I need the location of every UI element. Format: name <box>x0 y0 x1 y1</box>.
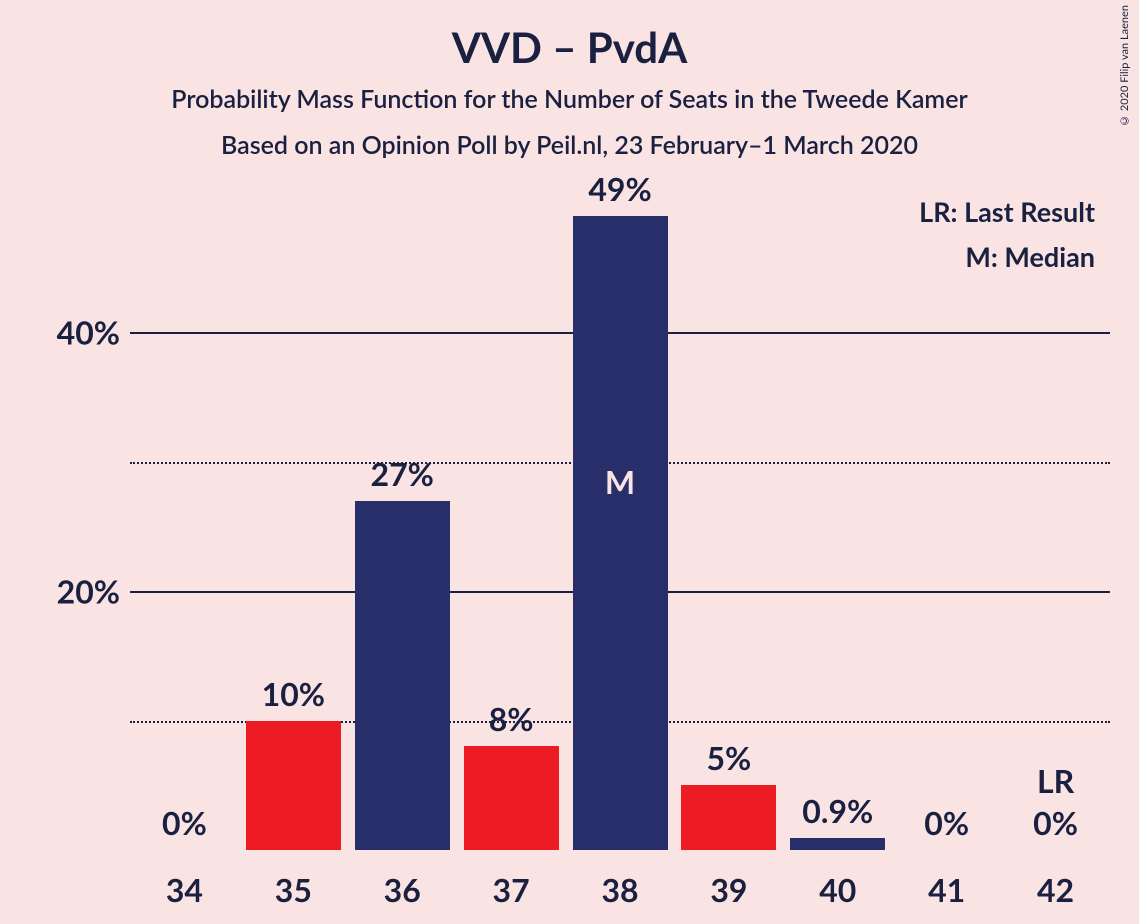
chart-title: VVD – PvdA <box>0 22 1139 72</box>
y-axis-label: 20% <box>20 572 120 611</box>
plot-area: LR: Last Result M: Median 40%20%0%3410%3… <box>130 190 1110 850</box>
bar-value-label: 49% <box>588 169 651 208</box>
chart-container: VVD – PvdA Probability Mass Function for… <box>0 0 1139 924</box>
x-axis-label: 41 <box>928 870 965 909</box>
bar <box>573 216 668 850</box>
bar <box>355 501 450 850</box>
bar-value-label: 5% <box>706 738 751 777</box>
lr-marker-label: LR <box>1037 761 1074 800</box>
x-axis-label: 42 <box>1037 870 1074 909</box>
bar <box>464 746 559 850</box>
bar <box>681 785 776 850</box>
x-axis-label: 39 <box>710 870 747 909</box>
bar-value-label: 0% <box>1033 803 1078 842</box>
bar <box>246 721 341 850</box>
x-axis-label: 36 <box>384 870 421 909</box>
bar-value-label: 0.9% <box>802 791 873 830</box>
legend-lr: LR: Last Result <box>919 195 1095 228</box>
x-axis-label: 37 <box>493 870 530 909</box>
bar-value-label: 0% <box>924 803 969 842</box>
bar-value-label: 8% <box>489 699 534 738</box>
bar-value-label: 10% <box>262 674 325 713</box>
legend-m: M: Median <box>965 240 1095 273</box>
x-axis-label: 34 <box>166 870 203 909</box>
bar-value-label: 27% <box>371 454 434 493</box>
x-axis-label: 40 <box>819 870 856 909</box>
chart-subtitle-1: Probability Mass Function for the Number… <box>0 84 1139 114</box>
median-marker-label: M <box>605 462 635 501</box>
bar-value-label: 0% <box>162 803 207 842</box>
x-axis-label: 35 <box>275 870 312 909</box>
copyright-text: © 2020 Filip van Laenen <box>1118 5 1131 127</box>
chart-subtitle-2: Based on an Opinion Poll by Peil.nl, 23 … <box>0 130 1139 160</box>
x-axis-label: 38 <box>601 870 638 909</box>
bar <box>790 838 885 850</box>
y-axis-label: 40% <box>20 313 120 352</box>
